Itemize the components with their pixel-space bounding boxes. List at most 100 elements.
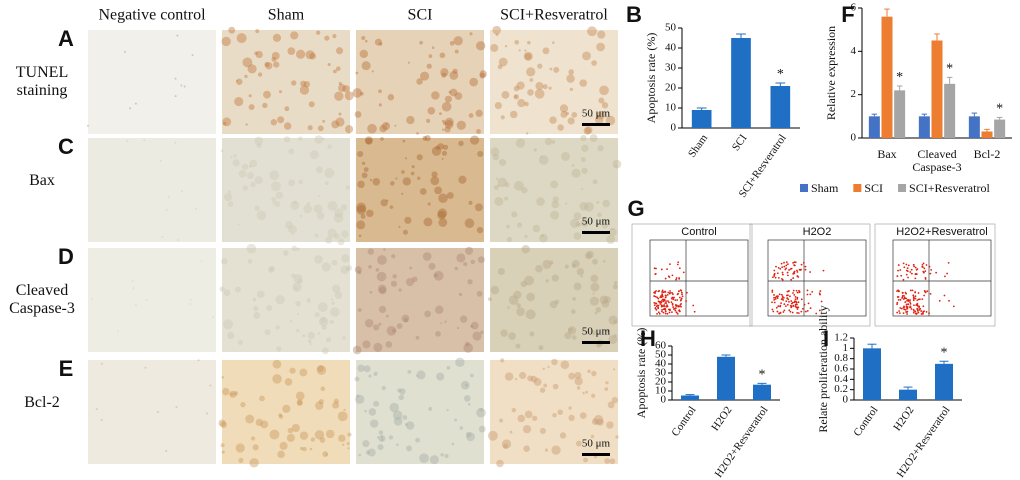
texture [568,69,575,75]
texture [253,305,259,312]
texture [342,443,345,446]
texture [564,264,569,269]
texture [275,325,280,330]
texture [476,407,486,418]
texture [524,101,529,107]
texture [391,328,397,333]
texture [416,78,423,85]
scale-bar-label: 50 μm [582,326,611,338]
texture [573,232,582,240]
texture [338,81,342,86]
y-tick-label: 1 [843,342,849,354]
texture [222,387,230,396]
y-tick-label: 0.4 [834,373,848,385]
event [771,276,774,279]
event [795,289,798,292]
column-header: Sham [268,7,305,24]
texture [442,128,445,131]
event [678,310,681,313]
texture [390,181,395,186]
texture [159,159,162,162]
texture [472,331,482,341]
texture [296,400,303,407]
texture [466,432,475,442]
event [666,268,668,271]
texture [95,408,98,411]
event [904,308,907,311]
texture [422,135,428,141]
event [771,308,774,311]
texture [601,300,610,308]
texture [463,261,468,267]
event [659,296,662,299]
texture [504,44,508,48]
texture [504,196,509,201]
texture [559,432,567,439]
texture [306,202,311,206]
event [655,267,657,270]
texture [358,453,362,457]
texture [529,331,535,337]
texture [571,168,581,178]
event [675,277,678,279]
event [909,299,911,301]
texture [234,96,244,107]
scale-bar-label: 50 μm [582,216,611,228]
texture [401,314,410,323]
texture [324,35,330,41]
texture [357,270,362,275]
texture [320,386,326,392]
event [916,303,919,306]
texture [545,279,549,283]
texture [298,179,303,185]
texture [475,109,483,117]
texture [262,102,268,109]
texture [606,235,616,244]
texture [247,64,257,74]
event [664,307,666,310]
texture [550,180,559,189]
micrograph [222,138,350,242]
texture [540,155,543,158]
texture [590,434,595,439]
event [798,268,801,271]
texture [544,137,553,146]
texture [367,123,377,134]
texture [314,255,323,264]
texture [513,85,520,92]
texture [272,202,275,205]
texture [315,166,323,174]
texture [335,117,345,127]
texture [596,200,600,204]
texture [223,192,233,202]
event [929,292,932,295]
texture [373,324,380,331]
event [906,313,908,315]
event [910,268,913,271]
texture [293,200,297,205]
event [789,304,792,307]
scale-bar-label: 50 μm [582,108,611,120]
texture [593,415,604,425]
texture [582,391,585,395]
texture [375,268,380,272]
event [923,310,926,313]
event [653,291,656,294]
texture [566,74,575,83]
texture [175,406,178,409]
event [676,312,679,315]
event [661,310,663,313]
texture [456,326,460,330]
texture [238,457,244,463]
event [903,297,906,300]
y-tick-label: 20 [655,376,667,388]
event [675,304,678,307]
event [819,290,822,292]
texture [392,410,403,420]
event [674,299,677,302]
texture [269,170,280,181]
texture [534,88,545,99]
texture [380,199,388,207]
event [659,300,662,303]
